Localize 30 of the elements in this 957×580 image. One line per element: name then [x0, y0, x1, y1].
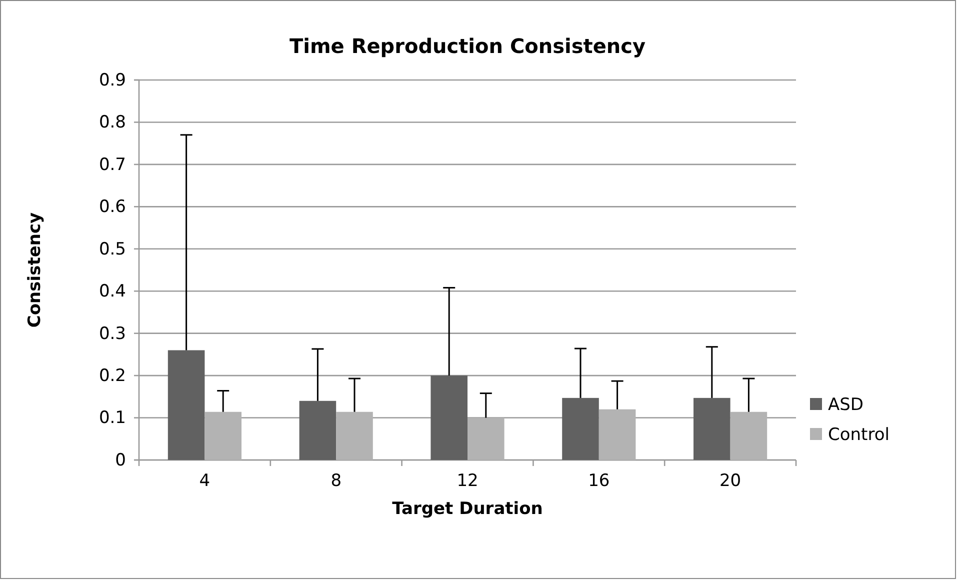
y-tick-label: 0.7: [98, 154, 126, 175]
y-tick-label: 0.3: [98, 324, 126, 344]
y-tick-label: 0: [115, 450, 126, 470]
legend-label: ASD: [828, 395, 864, 415]
bar: [468, 418, 504, 460]
y-tick-label: 0.5: [98, 239, 126, 260]
bar: [168, 350, 205, 460]
x-axis-title: Target Duration: [392, 499, 543, 519]
y-axis-title: Consistency: [25, 212, 45, 328]
bar: [730, 412, 768, 460]
x-tick-label: 20: [719, 471, 742, 492]
y-tick-label: 0.8: [98, 112, 126, 133]
x-tick-label: 8: [330, 471, 342, 492]
y-tick-label: 0.6: [98, 197, 126, 218]
bar: [336, 412, 373, 460]
y-tick-label: 0.9: [98, 70, 126, 90]
y-tick-label: 0.2: [98, 366, 126, 386]
bar: [204, 412, 242, 460]
bar: [430, 376, 468, 460]
legend-label: Control: [828, 425, 890, 445]
bar: [694, 398, 730, 460]
chart-title: Time Reproduction Consistency: [289, 34, 646, 58]
bar: [598, 409, 636, 460]
x-tick-label: 4: [199, 471, 210, 492]
bar: [562, 398, 599, 460]
y-tick-label: 0.1: [98, 408, 126, 428]
bar: [299, 400, 336, 460]
x-tick-label: 16: [588, 471, 610, 492]
x-tick-label: 12: [456, 471, 478, 492]
y-tick-label: 0.4: [98, 282, 126, 302]
